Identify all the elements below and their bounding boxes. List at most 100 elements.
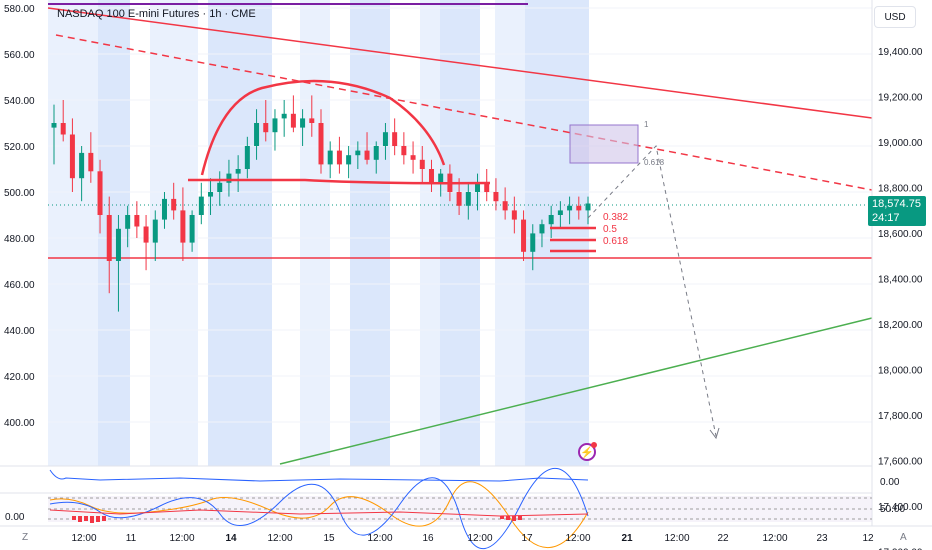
session-band <box>495 0 525 466</box>
auto-scale-toggle[interactable]: A <box>900 532 907 543</box>
candle <box>557 201 563 229</box>
time-axis-tick: 11 <box>126 533 137 544</box>
candle <box>88 132 94 183</box>
candle <box>69 118 75 192</box>
candle <box>161 192 167 229</box>
session-band <box>525 0 589 466</box>
histogram-bar <box>506 516 510 520</box>
upper-trendline <box>47 7 873 119</box>
candle <box>290 95 296 133</box>
candle <box>465 182 471 220</box>
candle <box>539 219 545 248</box>
candle <box>208 178 214 215</box>
right-axis-tick: 17,600.00 <box>878 457 923 468</box>
candle <box>567 196 573 225</box>
right-axis-tick: 19,200.00 <box>878 93 923 104</box>
histogram-bar <box>500 516 504 519</box>
left-axis-tick: 580.00 <box>4 4 35 15</box>
right-axis-tick: 18,600.00 <box>878 229 923 240</box>
candle <box>576 196 582 220</box>
last-price-value: 18,574.75 <box>872 198 921 210</box>
candle <box>171 182 177 220</box>
projection-box-label-bottom: 0.618 <box>644 158 665 167</box>
candle <box>392 118 398 156</box>
histogram-bar <box>72 516 76 520</box>
right-axis-tick: 19,000.00 <box>878 138 923 149</box>
right-axis-tick: 18,800.00 <box>878 184 923 195</box>
lightning-icon[interactable]: ⚡ <box>578 442 597 461</box>
candle <box>79 146 85 202</box>
currency-button[interactable]: USD <box>874 6 916 28</box>
candle <box>263 100 269 142</box>
candle <box>51 104 57 165</box>
time-axis-tick: 12:00 <box>169 533 194 544</box>
indicator-line-blue <box>49 469 589 482</box>
candle <box>327 141 333 179</box>
right-axis-tick: 19,400.00 <box>878 47 923 58</box>
session-band <box>350 0 390 466</box>
candle <box>226 159 232 197</box>
candle <box>125 205 131 248</box>
candle <box>244 136 250 179</box>
candle <box>336 136 342 174</box>
time-axis-tick: 12:00 <box>267 533 292 544</box>
histogram-bar <box>512 516 516 521</box>
candle <box>143 215 149 271</box>
time-axis-tick: 12 <box>862 533 874 544</box>
candles <box>51 95 591 312</box>
projection-arrowhead <box>709 427 720 440</box>
candle <box>272 109 278 151</box>
candle <box>180 187 186 261</box>
time-axis-tick: 12:00 <box>565 533 590 544</box>
histogram-bar <box>518 516 522 520</box>
candle <box>217 171 223 206</box>
indicator-left-tick: 0.00 <box>5 512 25 523</box>
candle <box>364 132 370 165</box>
candle <box>318 109 324 174</box>
indicator-right-tick-top: 0.00 <box>880 477 900 488</box>
left-axis-tick: 460.00 <box>4 280 35 291</box>
projection-box <box>569 124 639 164</box>
left-price-axis: 580.00 560.00 540.00 520.00 500.00 480.00 460.… <box>4 4 35 429</box>
candle <box>281 100 287 137</box>
candle <box>235 155 241 192</box>
zoom-toggle[interactable]: Z <box>22 532 29 543</box>
candle <box>97 159 103 234</box>
candle <box>134 201 140 238</box>
left-axis-tick: 420.00 <box>4 372 35 383</box>
session-band <box>440 0 480 466</box>
histogram-bar <box>84 516 88 521</box>
candle <box>373 141 379 174</box>
left-axis-tick: 400.00 <box>4 418 35 429</box>
candle <box>189 210 195 252</box>
right-axis-tick: 18,400.00 <box>878 275 923 286</box>
candle <box>355 141 361 169</box>
session-band <box>208 0 272 466</box>
candle <box>428 159 434 192</box>
candle <box>511 196 517 234</box>
candle <box>419 146 425 183</box>
session-band <box>420 0 440 466</box>
candle <box>346 146 352 179</box>
neckline <box>188 178 491 185</box>
fib-label-05: 0.5 <box>603 224 617 235</box>
candle <box>493 178 499 211</box>
candle <box>60 100 66 142</box>
right-axis-tick: 18,000.00 <box>878 366 923 377</box>
projection-path <box>587 144 717 437</box>
time-axis-tick: 17 <box>521 533 533 544</box>
green-trendline <box>279 317 873 465</box>
cup-arc <box>200 79 446 176</box>
right-axis-tick: 18,200.00 <box>878 320 923 331</box>
dashed-trendline <box>55 34 873 191</box>
oscillator-histogram <box>72 516 522 523</box>
time-axis-tick: 12:00 <box>762 533 787 544</box>
candle <box>410 141 416 174</box>
left-axis-tick: 560.00 <box>4 50 35 61</box>
left-axis-tick: 500.00 <box>4 188 35 199</box>
time-axis-tick: 15 <box>323 533 335 544</box>
candle <box>106 196 112 294</box>
grid-lines <box>48 7 872 423</box>
fib-label-0382: 0.382 <box>603 212 628 223</box>
